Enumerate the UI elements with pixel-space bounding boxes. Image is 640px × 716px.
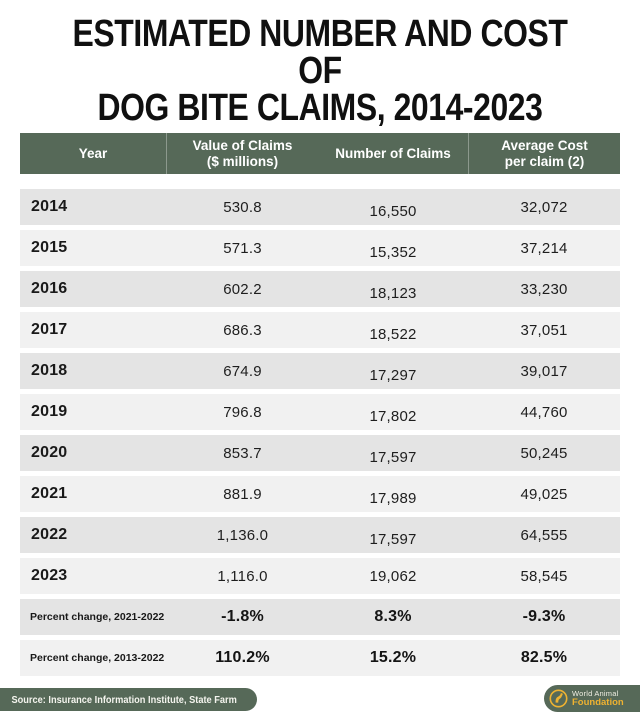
value-of-claims-cell: 1,116.0 (217, 567, 268, 585)
row-label: 2014 (31, 198, 68, 215)
average-cost-cell: 33,230 (520, 280, 568, 298)
column-header-number: Number of Claims (335, 145, 451, 161)
page-title-line2: DOG BITE CLAIMS, 2014-2023 (97, 87, 543, 129)
average-cost-cell: 44,760 (520, 403, 568, 421)
average-cost-cell: 50,245 (520, 444, 568, 462)
table-row: Percent change, 2013-2022 110.2% 15.2% 8… (20, 640, 620, 676)
table-row: Percent change, 2021-2022 -1.8% 8.3% -9.… (20, 599, 620, 635)
number-of-claims-cell: 8.3% (374, 608, 412, 625)
logo-line2: Foundation (572, 697, 624, 708)
value-of-claims-cell: 881.9 (223, 485, 262, 503)
row-label: 2015 (31, 239, 68, 256)
table-header-row: Year Value of Claims ($ millions) Number… (20, 133, 620, 174)
row-label: 2019 (31, 403, 68, 420)
number-of-claims-cell: 19,062 (369, 567, 417, 585)
column-header-value: Value of Claims ($ millions) (192, 137, 293, 169)
table-row: 2021 881.9 17,989 49,025 (20, 476, 620, 512)
average-cost-cell: 82.5% (520, 649, 568, 666)
value-of-claims-cell: 1,136.0 (216, 526, 269, 544)
row-label: Percent change, 2013-2022 (30, 652, 165, 664)
number-of-claims-cell: 17,597 (369, 530, 417, 548)
number-of-claims-cell: 17,597 (369, 448, 417, 466)
average-cost-cell: 58,545 (520, 567, 568, 585)
column-header-year: Year (20, 133, 167, 174)
value-of-claims-cell: 571.3 (223, 239, 262, 257)
table-row: 2016 602.2 18,123 33,230 (20, 271, 620, 307)
table-row: 2022 1,136.0 17,597 64,555 (20, 517, 620, 553)
logo-text: World Animal Foundation (572, 688, 624, 708)
average-cost-cell: 39,017 (520, 362, 568, 380)
table-row: 2020 853.7 17,597 50,245 (20, 435, 620, 471)
average-cost-cell: -9.3% (522, 608, 566, 625)
number-of-claims-cell: 17,802 (369, 407, 417, 425)
page-title-line1: ESTIMATED NUMBER AND COST OF (72, 13, 568, 92)
table-row: 2023 1,116.0 19,062 58,545 (20, 558, 620, 594)
world-animal-foundation-icon (549, 689, 568, 708)
page-title: ESTIMATED NUMBER AND COST OF DOG BITE CL… (51, 13, 589, 129)
table-body: 2014 530.8 16,550 32,072 2015 571.3 15,3… (20, 189, 620, 676)
table-row: 2018 674.9 17,297 39,017 (20, 353, 620, 389)
row-label: Percent change, 2021-2022 (30, 611, 165, 623)
value-of-claims-cell: 674.9 (223, 362, 262, 380)
average-cost-cell: 49,025 (520, 485, 568, 503)
row-label: 2018 (31, 362, 68, 379)
number-of-claims-cell: 15,352 (369, 243, 417, 261)
table-row: 2019 796.8 17,802 44,760 (20, 394, 620, 430)
average-cost-cell: 64,555 (520, 526, 568, 544)
row-label: 2022 (31, 526, 68, 543)
logo-line1: World Animal (572, 688, 619, 698)
table-row: 2017 686.3 18,522 37,051 (20, 312, 620, 348)
row-label: 2020 (31, 444, 68, 461)
value-of-claims-cell: 853.7 (223, 444, 262, 462)
row-label: 2023 (31, 567, 68, 584)
row-label: 2017 (31, 321, 68, 338)
row-label: 2021 (31, 485, 68, 502)
value-of-claims-cell: 686.3 (223, 321, 262, 339)
average-cost-cell: 37,214 (520, 239, 568, 257)
value-of-claims-cell: 602.2 (223, 280, 262, 298)
claims-table: Year Value of Claims ($ millions) Number… (20, 133, 620, 676)
number-of-claims-cell: 18,123 (369, 284, 417, 302)
world-animal-foundation-logo: World Animal Foundation (544, 685, 640, 712)
value-of-claims-cell: 796.8 (223, 403, 262, 421)
average-cost-cell: 32,072 (520, 198, 568, 216)
value-of-claims-cell: 110.2% (215, 649, 270, 666)
column-header-avg-cost: Average Cost per claim (2) (468, 133, 620, 174)
number-of-claims-cell: 17,297 (369, 366, 417, 384)
table-row: 2015 571.3 15,352 37,214 (20, 230, 620, 266)
number-of-claims-cell: 15.2% (369, 649, 417, 666)
average-cost-cell: 37,051 (520, 321, 568, 339)
value-of-claims-cell: 530.8 (223, 198, 262, 216)
row-label: 2016 (31, 280, 68, 297)
table-row: 2014 530.8 16,550 32,072 (20, 189, 620, 225)
number-of-claims-cell: 17,989 (369, 489, 417, 507)
number-of-claims-cell: 18,522 (369, 325, 417, 343)
value-of-claims-cell: -1.8% (221, 608, 264, 625)
number-of-claims-cell: 16,550 (369, 202, 417, 220)
